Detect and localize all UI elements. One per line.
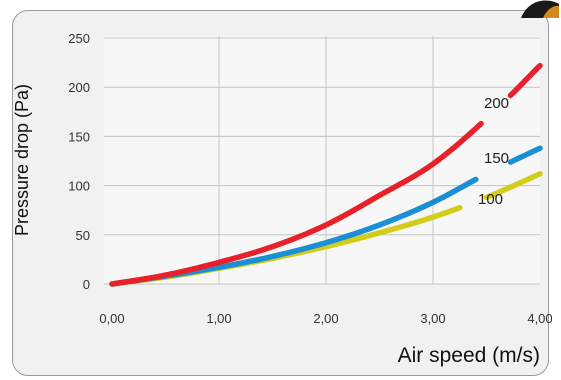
y-tick-label: 250	[68, 31, 90, 46]
y-tick-label: 50	[76, 228, 90, 243]
x-tick-label: 1,00	[206, 311, 231, 326]
series-label-100: 100	[478, 191, 503, 208]
y-tick-label: 200	[68, 80, 90, 95]
y-tick-label: 150	[68, 129, 90, 144]
x-axis-label: Air speed (m/s)	[398, 344, 540, 367]
x-tick-label: 2,00	[313, 311, 338, 326]
series-label-200: 200	[484, 95, 509, 112]
x-tick-label: 3,00	[420, 311, 445, 326]
y-tick-label: 100	[68, 179, 90, 194]
series-line-100-end	[483, 171, 543, 201]
series-line-200-end	[507, 62, 543, 99]
series-label-150: 150	[484, 150, 509, 167]
x-axis-ticks: 0,00 1,00 2,00 3,00 4,00	[99, 311, 552, 326]
series-line-200	[109, 120, 484, 287]
series-line-150-end	[507, 145, 543, 165]
series-group: 100 150 200	[109, 62, 543, 287]
x-tick-label: 0,00	[99, 311, 124, 326]
y-axis-ticks: 0 50 100 150 200 250	[68, 31, 90, 292]
y-tick-label: 0	[83, 277, 90, 292]
y-axis-label: Pressure drop (Pa)	[12, 84, 32, 236]
brand-logo-icon	[521, 0, 559, 18]
x-tick-label: 4,00	[527, 311, 552, 326]
